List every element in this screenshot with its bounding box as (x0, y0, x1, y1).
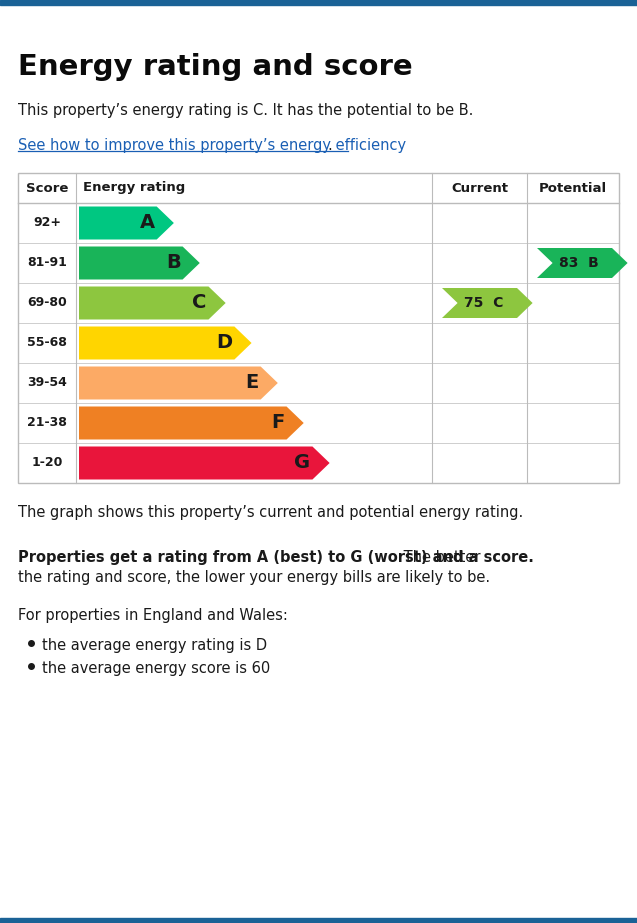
Text: The graph shows this property’s current and potential energy rating.: The graph shows this property’s current … (18, 505, 523, 520)
Text: F: F (271, 414, 285, 433)
Polygon shape (79, 406, 304, 439)
Text: 92+: 92+ (33, 217, 61, 230)
Text: 21-38: 21-38 (27, 416, 67, 429)
Text: B: B (166, 254, 181, 272)
Text: the average energy rating is D: the average energy rating is D (42, 638, 267, 653)
Text: Properties get a rating from A (best) to G (worst) and a score.: Properties get a rating from A (best) to… (18, 550, 534, 565)
Text: 1-20: 1-20 (31, 457, 62, 470)
Text: G: G (294, 453, 310, 473)
Text: A: A (140, 213, 155, 233)
Text: For properties in England and Wales:: For properties in England and Wales: (18, 608, 288, 623)
Text: The better: The better (399, 550, 481, 565)
Text: 81-91: 81-91 (27, 257, 67, 270)
Text: Current: Current (451, 182, 508, 195)
Text: Potential: Potential (539, 182, 607, 195)
Text: D: D (217, 333, 233, 353)
Text: .: . (327, 138, 332, 153)
Text: This property’s energy rating is C. It has the potential to be B.: This property’s energy rating is C. It h… (18, 103, 473, 118)
Polygon shape (79, 366, 278, 400)
Polygon shape (537, 248, 627, 278)
Text: 75  C: 75 C (464, 296, 504, 310)
Text: 39-54: 39-54 (27, 377, 67, 390)
Text: 69-80: 69-80 (27, 296, 67, 309)
Text: E: E (245, 374, 259, 392)
Polygon shape (79, 286, 225, 319)
Bar (18, 173, 619, 483)
Polygon shape (79, 246, 200, 280)
Text: Score: Score (26, 182, 68, 195)
Bar (0, 0, 637, 5)
Text: 55-68: 55-68 (27, 337, 67, 350)
Text: Energy rating and score: Energy rating and score (18, 53, 413, 81)
Text: the rating and score, the lower your energy bills are likely to be.: the rating and score, the lower your ene… (18, 570, 490, 585)
Polygon shape (442, 288, 533, 318)
Polygon shape (79, 327, 252, 359)
Polygon shape (79, 207, 174, 239)
Text: C: C (192, 294, 206, 313)
Bar (0, 918, 637, 923)
Text: the average energy score is 60: the average energy score is 60 (42, 661, 270, 676)
Text: 83  B: 83 B (559, 256, 599, 270)
Polygon shape (79, 447, 329, 480)
Text: Energy rating: Energy rating (83, 182, 185, 195)
Text: See how to improve this property’s energy efficiency: See how to improve this property’s energ… (18, 138, 406, 153)
